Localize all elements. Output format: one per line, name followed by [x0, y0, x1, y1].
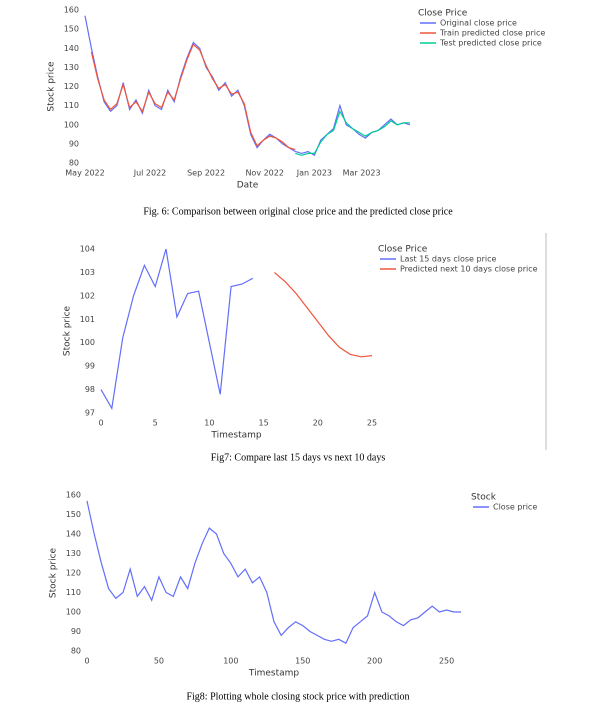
y-tick-label: 80	[69, 159, 79, 168]
x-tick-label: May 2022	[65, 169, 104, 178]
y-axis-title: Stock price	[47, 61, 57, 112]
x-tick-label: 100	[223, 657, 238, 666]
y-tick-label: 160	[64, 6, 79, 15]
price-line	[295, 109, 410, 156]
legend-label: Close price	[493, 503, 537, 512]
x-tick-label: 0	[84, 657, 89, 666]
legend-title: Close Price	[378, 245, 428, 255]
y-tick-label: 150	[64, 25, 79, 34]
y-tick-label: 150	[66, 510, 81, 519]
x-tick-label: 250	[439, 657, 454, 666]
y-tick-label: 120	[64, 82, 79, 91]
y-tick-label: 160	[66, 491, 81, 500]
legend-label: Test predicted close price	[439, 39, 542, 48]
y-tick-label: 90	[71, 627, 81, 636]
y-tick-label: 130	[64, 63, 79, 72]
y-tick-label: 120	[66, 569, 81, 578]
y-tick-label: 100	[64, 120, 79, 129]
price-line	[90, 43, 296, 151]
y-tick-label: 140	[64, 44, 79, 53]
y-tick-label: 98	[85, 385, 95, 394]
y-tick-label: 102	[80, 291, 95, 300]
price-line	[100, 248, 254, 411]
y-tick-label: 100	[80, 338, 95, 347]
y-tick-label: 104	[80, 245, 95, 254]
x-tick-label: 25	[367, 419, 377, 428]
legend-label: Original close price	[440, 19, 517, 28]
y-tick-label: 140	[66, 530, 81, 539]
y-tick-label: 97	[85, 409, 95, 418]
price-line	[274, 271, 373, 358]
x-tick-label: 150	[295, 657, 310, 666]
figure-caption: Fig. 6: Comparison between original clos…	[143, 206, 453, 217]
x-tick-label: 50	[154, 657, 164, 666]
y-tick-label: 80	[71, 647, 81, 656]
figure-caption: Fig7: Compare last 15 days vs next 10 da…	[211, 452, 386, 463]
x-tick-label: Nov 2022	[245, 169, 284, 178]
y-tick-label: 103	[80, 268, 95, 277]
x-tick-label: 5	[153, 419, 158, 428]
price-line	[86, 500, 461, 645]
x-axis-title: Timestamp	[210, 431, 262, 441]
legend-title: Close Price	[418, 9, 468, 19]
x-tick-label: Sep 2022	[187, 169, 225, 178]
legend-label: Predicted next 10 days close price	[400, 265, 538, 274]
legend-title: Stock	[471, 493, 497, 503]
x-tick-label: Jul 2022	[133, 169, 167, 178]
x-tick-label: 20	[313, 419, 323, 428]
y-tick-label: 99	[85, 362, 95, 371]
y-axis-title: Stock price	[49, 547, 59, 598]
x-tick-label: Jan 2023	[296, 169, 332, 178]
legend-label: Train predicted close price	[439, 29, 545, 38]
y-axis-title: Stock price	[63, 305, 73, 356]
figure-caption: Fig8: Plotting whole closing stock price…	[186, 691, 409, 702]
y-tick-label: 101	[80, 315, 95, 324]
x-axis-title: Date	[237, 181, 259, 191]
y-tick-label: 110	[64, 101, 79, 110]
x-axis-title: Timestamp	[248, 669, 300, 679]
legend-label: Last 15 days close price	[400, 255, 496, 264]
x-tick-label: 10	[204, 419, 214, 428]
x-tick-label: 200	[367, 657, 382, 666]
x-tick-label: 0	[98, 419, 103, 428]
y-tick-label: 130	[66, 549, 81, 558]
x-tick-label: 15	[259, 419, 269, 428]
y-tick-label: 110	[66, 588, 81, 597]
y-tick-label: 90	[69, 139, 79, 148]
x-tick-label: Mar 2023	[343, 169, 381, 178]
y-tick-label: 100	[66, 608, 81, 617]
